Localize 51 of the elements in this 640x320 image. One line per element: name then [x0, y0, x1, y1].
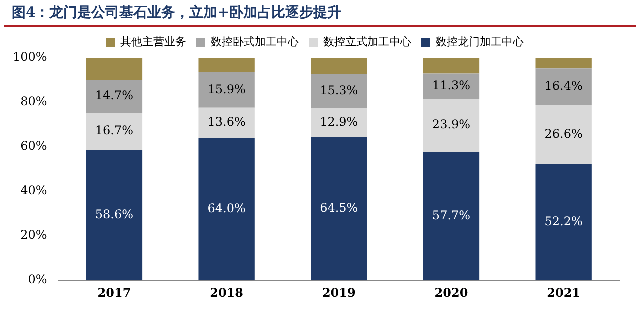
data-label: 14.7% — [95, 88, 134, 103]
bar — [536, 58, 592, 69]
y-tick-label: 20% — [20, 228, 48, 242]
data-label: 64.5% — [320, 200, 358, 215]
x-tick-label: 2017 — [98, 286, 132, 300]
data-label: 13.6% — [208, 115, 246, 130]
bar — [423, 58, 480, 74]
x-tick-label: 2020 — [434, 286, 468, 300]
bar — [423, 152, 480, 281]
legend-label: 数控立式加工中心 — [324, 35, 412, 48]
bar — [536, 164, 592, 281]
bar — [311, 137, 368, 281]
bar — [311, 74, 368, 108]
data-label: 57.7% — [432, 208, 471, 223]
data-label: 11.3% — [432, 78, 471, 93]
bar — [86, 150, 143, 281]
data-label: 26.6% — [544, 126, 583, 141]
x-tick-label: 2019 — [322, 286, 356, 300]
data-label: 58.6% — [95, 208, 134, 222]
data-label: 16.7% — [95, 124, 134, 138]
bar — [198, 138, 255, 281]
data-label: 52.2% — [544, 214, 583, 229]
bar — [423, 98, 480, 152]
data-label: 15.3% — [320, 83, 358, 98]
y-tick-label: 80% — [20, 94, 48, 109]
legend-label: 其他主营业务 — [120, 35, 186, 48]
bar — [311, 108, 368, 138]
bar — [536, 68, 592, 106]
bar — [86, 112, 143, 150]
bar — [536, 105, 592, 164]
data-label: 12.9% — [320, 114, 358, 129]
y-tick-label: 60% — [20, 139, 48, 154]
y-tick-label: 40% — [20, 184, 48, 198]
bar — [86, 80, 143, 113]
y-tick-label: 100% — [12, 50, 48, 64]
data-label: 16.4% — [544, 79, 583, 94]
data-label: 23.9% — [432, 118, 471, 132]
x-tick-label: 2021 — [547, 286, 581, 300]
y-tick-label: 0% — [28, 272, 48, 287]
bar — [198, 72, 255, 108]
legend-label: 数控龙门加工中心 — [436, 35, 524, 48]
chart-title: 图4：龙门是公司基石业务，立加+卧加占比逐步提升 — [4, 0, 636, 27]
data-label: 15.9% — [208, 82, 246, 96]
x-tick-label: 2018 — [210, 286, 244, 300]
bar — [198, 108, 255, 138]
data-label: 64.0% — [208, 201, 246, 216]
bar — [423, 74, 480, 99]
legend-label: 数控卧式加工中心 — [211, 35, 299, 48]
bar — [311, 58, 368, 74]
bar — [86, 58, 143, 80]
bar — [198, 58, 255, 72]
